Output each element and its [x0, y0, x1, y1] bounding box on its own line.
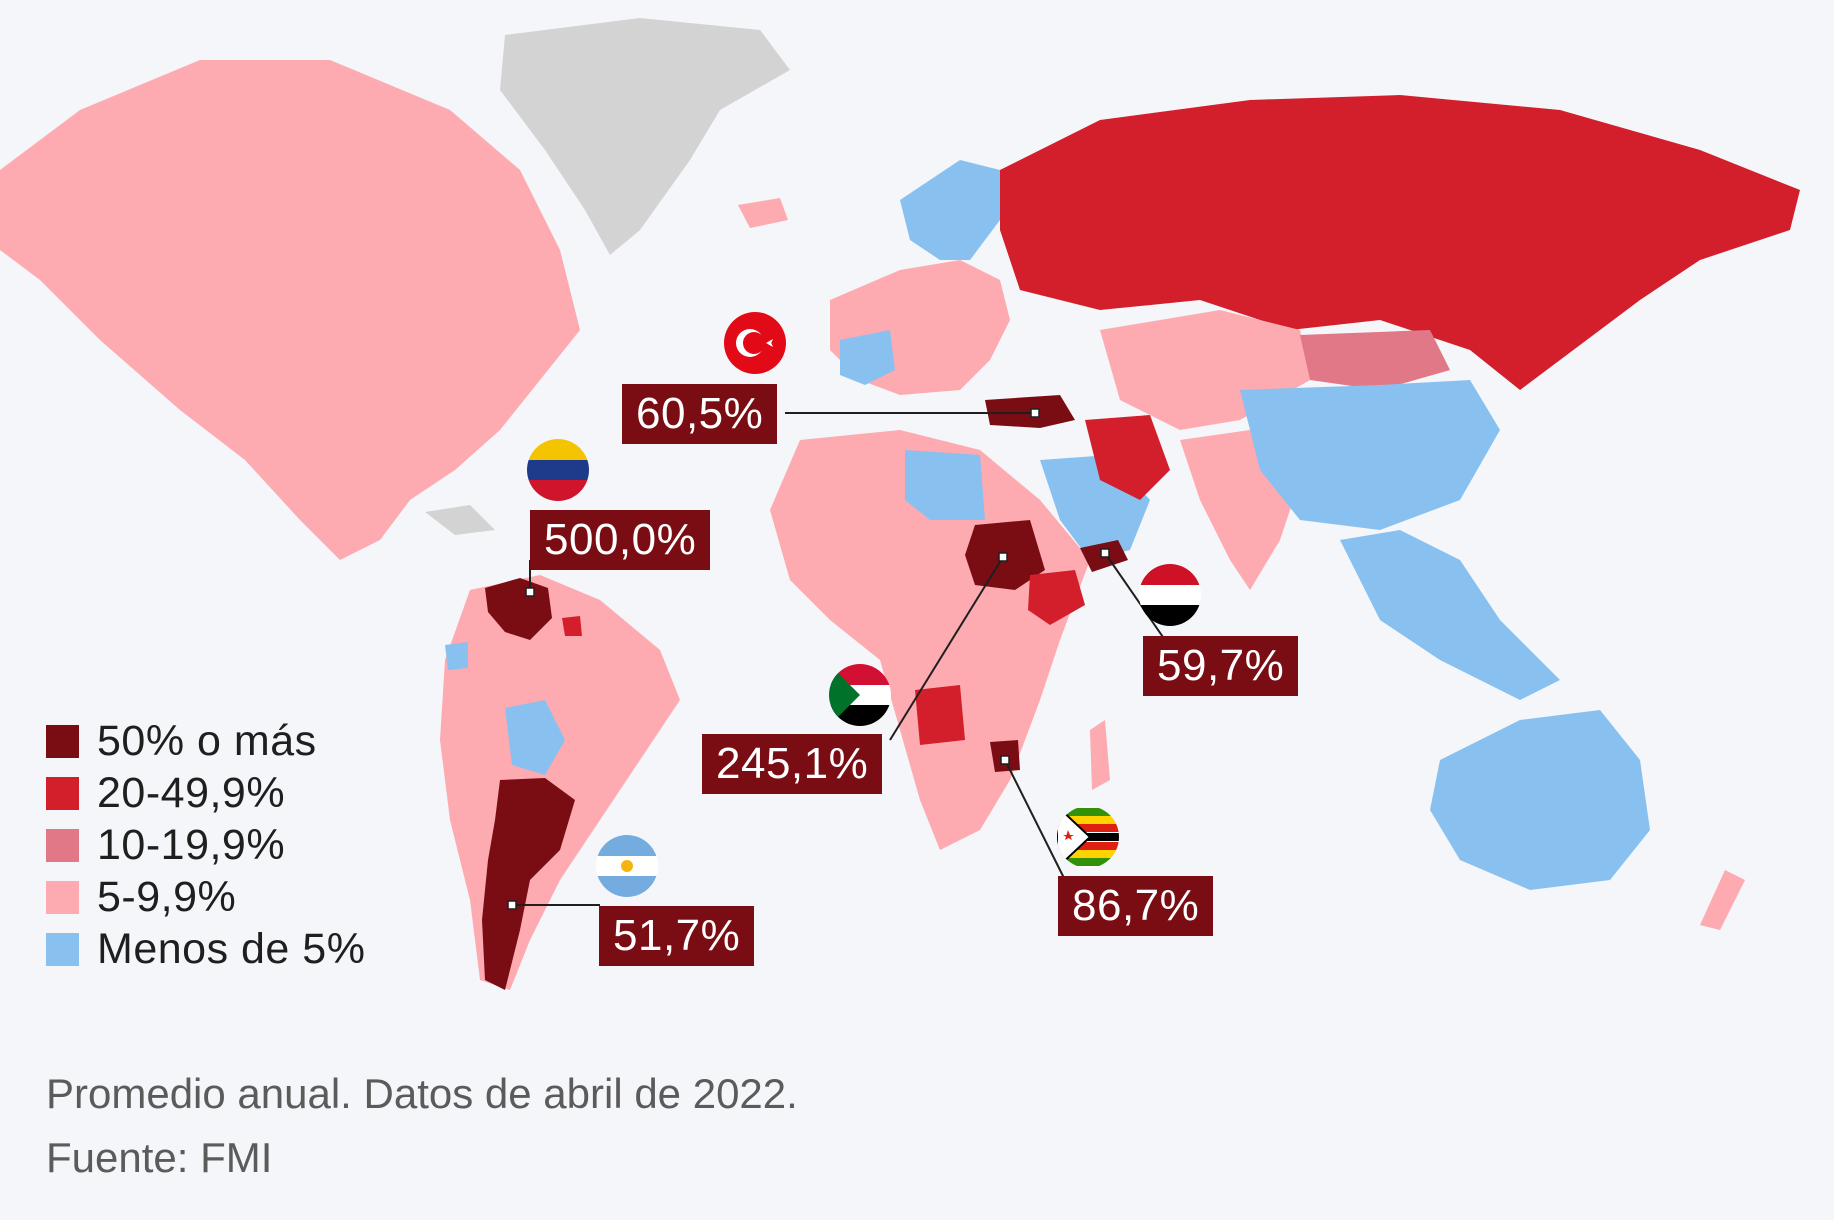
- region-caribbean: [425, 505, 495, 535]
- region-australia: [1430, 710, 1650, 890]
- yemen-flag-icon: [1139, 564, 1201, 626]
- callout-value-venezuela: 500,0%: [530, 510, 711, 570]
- legend-swatch: [46, 828, 79, 862]
- region-new-zealand: [1700, 870, 1745, 930]
- region-ethiopia: [1028, 570, 1085, 625]
- callout-value-argentina: 51,7%: [599, 906, 755, 966]
- sudan-flag-icon: [829, 664, 891, 726]
- region-mongolia: [1300, 330, 1450, 390]
- legend-label: 20-49,9%: [97, 768, 286, 817]
- region-north-america: [0, 60, 580, 560]
- region-iceland: [738, 198, 788, 228]
- callout-value-yemen: 59,7%: [1143, 636, 1299, 696]
- region-scandinavia: [900, 160, 1000, 260]
- legend-swatch: [46, 880, 79, 914]
- region-north-africa-blue: [905, 450, 985, 520]
- region-bolivia: [505, 700, 565, 775]
- region-iran: [1085, 415, 1170, 500]
- region-western-europe: [840, 330, 895, 385]
- map-legend: 50% o más 20-49,9% 10-19,9% 5-9,9% Menos…: [46, 715, 365, 975]
- region-china: [1240, 380, 1500, 530]
- legend-item: 20-49,9%: [46, 767, 365, 819]
- legend-item: Menos de 5%: [46, 923, 365, 975]
- region-angola: [915, 685, 965, 745]
- region-argentina: [482, 778, 575, 990]
- region-madagascar: [1090, 720, 1110, 790]
- turkey-flag-icon: [724, 312, 786, 374]
- legend-item: 5-9,9%: [46, 871, 365, 923]
- legend-item: 10-19,9%: [46, 819, 365, 871]
- legend-swatch: [46, 932, 79, 966]
- footnote-source: Fuente: FMI: [46, 1134, 273, 1181]
- region-southeast-asia: [1340, 530, 1560, 700]
- legend-label: 50% o más: [97, 716, 317, 765]
- legend-label: Menos de 5%: [97, 924, 366, 973]
- callout-value-zimbabwe: 86,7%: [1058, 876, 1214, 936]
- region-venezuela: [485, 578, 552, 640]
- leader-lines: [512, 412, 1166, 906]
- marker-yemen: [1100, 548, 1110, 558]
- region-turkey: [985, 395, 1075, 428]
- region-ecuador: [445, 642, 468, 670]
- argentina-flag-icon: [596, 835, 658, 897]
- legend-swatch: [46, 724, 79, 758]
- marker-venezuela: [525, 587, 535, 597]
- marker-sudan: [998, 552, 1008, 562]
- zimbabwe-flag-icon: [1057, 806, 1119, 868]
- callout-value-turkey: 60,5%: [622, 384, 778, 444]
- footnote-note: Promedio anual. Datos de abril de 2022.: [46, 1070, 798, 1117]
- callout-value-sudan: 245,1%: [702, 734, 883, 794]
- marker-argentina: [507, 900, 517, 910]
- marker-zimbabwe: [1000, 755, 1010, 765]
- marker-turkey: [1030, 408, 1040, 418]
- legend-label: 5-9,9%: [97, 872, 237, 921]
- legend-label: 10-19,9%: [97, 820, 286, 869]
- region-russia: [1000, 95, 1800, 390]
- legend-swatch: [46, 776, 79, 810]
- region-greenland: [500, 18, 790, 255]
- region-suriname: [562, 616, 582, 636]
- legend-item: 50% o más: [46, 715, 365, 767]
- venezuela-flag-icon: [527, 439, 589, 501]
